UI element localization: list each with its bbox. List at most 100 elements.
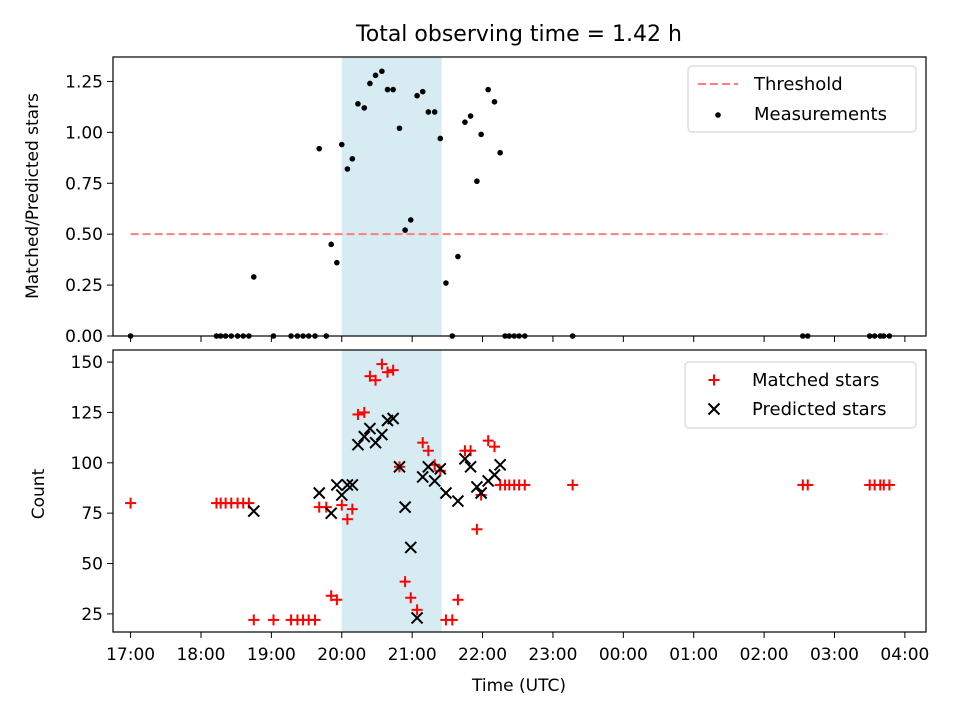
matched-star-point [325, 590, 337, 602]
measurement-points [127, 68, 893, 339]
count-y-ticks: 25 50 75 100 125 150 [71, 353, 113, 625]
measurement-point [328, 241, 335, 248]
x-tick-label: 22:00 [458, 645, 507, 665]
y-tick-label: 0.75 [65, 174, 103, 194]
measurement-point [349, 156, 356, 162]
predicted-star-point [451, 494, 465, 508]
matched-star-point [341, 513, 353, 525]
y-tick-label: 1.25 [65, 72, 103, 92]
matched-star-point [346, 503, 358, 515]
y-tick-label: 1.00 [65, 123, 103, 143]
measurement-point [407, 217, 414, 223]
ratio-panel: 0.00 0.25 0.50 0.75 1.00 1.25 Matched/Predict… [23, 56, 927, 347]
predicted-star-point [325, 506, 338, 520]
predicted-star-point [335, 488, 348, 502]
predicted-star-point [488, 468, 501, 482]
matched-star-point [248, 614, 260, 626]
y-tick-label: 125 [71, 403, 103, 423]
measurement-point [497, 149, 503, 156]
matched-star-point [489, 441, 501, 453]
ratio-panel-frame [112, 56, 927, 337]
y-tick-label: 50 [81, 555, 103, 575]
predicted-star-point [351, 438, 365, 451]
measurement-point [334, 259, 340, 266]
y-tick-label: 0.25 [65, 276, 103, 296]
legend-matched-swatch [708, 374, 720, 386]
x-tick-label: 20:00 [317, 645, 366, 665]
y-tick-label: 0.00 [65, 327, 103, 347]
predicted-star-point [416, 470, 429, 484]
predicted-star-point [464, 460, 477, 474]
x-axis-label: Time (UTC) [471, 676, 566, 696]
count-y-axis-label: Count [29, 468, 49, 519]
legend-matched-label: Matched stars [752, 370, 879, 391]
predicted-star-point [439, 486, 453, 500]
count-x-ticks: 17:00 18:00 19:00 20:00 21:00 22:00 23:00 00:00… [106, 632, 929, 665]
count-panel: 25 50 75 100 125 150 17:00 18:00 19:00 20:00 21:0… [29, 349, 929, 696]
measurement-point [338, 141, 345, 148]
ratio-y-axis-label: Matched/Predicted stars [23, 93, 43, 299]
predicted-star-point [410, 611, 424, 625]
matched-star-point [411, 604, 423, 616]
matched-star-point [358, 406, 370, 418]
x-tick-label: 18:00 [176, 645, 225, 665]
legend-predicted-swatch [707, 402, 721, 416]
matched-star-point [352, 408, 364, 420]
count-legend-box [684, 361, 917, 429]
measurement-point [396, 125, 403, 132]
measurement-point [485, 86, 491, 93]
measurement-point [344, 166, 351, 172]
ratio-x-ticks [130, 336, 906, 342]
y-tick-label: 75 [81, 504, 103, 524]
predicted-star-point [363, 422, 377, 435]
matched-star-point [434, 465, 446, 477]
measurement-point [491, 99, 498, 105]
predicted-star-point [386, 412, 400, 425]
measurement-point [250, 274, 257, 280]
measurement-point [478, 131, 484, 138]
measurement-point [467, 113, 474, 119]
matched-star-point [519, 479, 531, 491]
matched-star-point [883, 479, 895, 491]
legend-measurements-swatch [715, 112, 721, 118]
y-tick-label: 150 [71, 353, 103, 373]
predicted-star-point [375, 428, 389, 441]
count-points [125, 358, 895, 626]
measurement-point [419, 88, 426, 95]
measurement-point [443, 280, 449, 286]
measurement-point [425, 109, 432, 115]
matched-star-point [567, 479, 579, 491]
x-tick-label: 04:00 [880, 645, 929, 665]
matched-star-point [802, 479, 814, 491]
y-tick-label: 100 [71, 454, 103, 474]
ratio-y-ticks: 0.00 0.25 0.50 0.75 1.00 1.25 [65, 72, 113, 347]
ratio-legend-box [687, 65, 917, 133]
x-tick-label: 03:00 [810, 645, 859, 665]
y-tick-label: 25 [81, 605, 103, 625]
legend-threshold-label: Threshold [753, 74, 843, 95]
x-tick-label: 21:00 [388, 645, 437, 665]
measurement-point [390, 86, 396, 93]
predicted-star-point [313, 486, 326, 500]
matched-star-point [364, 370, 376, 382]
predicted-star-point [341, 478, 354, 492]
legend-matched-marker [708, 374, 720, 386]
matched-star-point [125, 497, 137, 509]
predicted-star-point [404, 541, 417, 554]
measurement-point [474, 178, 480, 185]
ratio-legend: Threshold Measurements [687, 65, 917, 133]
measurement-point [379, 68, 385, 75]
legend-predicted-marker [707, 402, 721, 416]
x-tick-label: 01:00 [669, 645, 718, 665]
predicted-star-point [470, 480, 484, 494]
measurement-point [372, 72, 379, 79]
measurement-point [402, 227, 408, 233]
predicted-star-point [434, 462, 447, 476]
legend-measurements-label: Measurements [754, 104, 887, 125]
measurement-point [367, 80, 373, 87]
count-panel-frame [112, 349, 927, 633]
x-tick-label: 23:00 [528, 645, 577, 665]
matched-star-point [267, 614, 279, 626]
matched-star-point [417, 437, 429, 449]
matched-star-point [471, 523, 483, 535]
